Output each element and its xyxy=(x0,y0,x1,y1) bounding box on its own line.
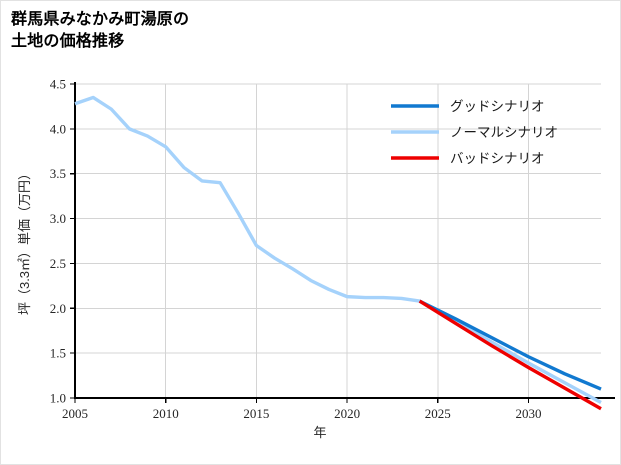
y-tick-label: 1.0 xyxy=(50,391,66,406)
x-tick-labels: 2005 2010 2015 2020 2025 2030 xyxy=(62,406,541,421)
y-tick-label: 3.5 xyxy=(50,166,66,181)
y-tick-labels: 1.0 1.5 2.0 2.5 3.0 3.5 4.0 4.5 xyxy=(50,77,66,406)
x-tick-label: 2025 xyxy=(425,406,451,421)
x-tick-label: 2015 xyxy=(243,406,269,421)
series-line-0 xyxy=(418,299,602,391)
x-tick-label: 2010 xyxy=(153,406,179,421)
legend-label-2: バッドシナリオ xyxy=(450,151,545,166)
y-tick-label: 3.0 xyxy=(50,211,66,226)
y-tick-label: 1.5 xyxy=(50,346,66,361)
y-tick-label: 4.0 xyxy=(50,121,66,136)
page-title: 群馬県みなかみ町湯原の 土地の価格推移 xyxy=(11,11,190,50)
x-axis-title: 年 xyxy=(313,425,326,440)
y-tick-label: 4.5 xyxy=(50,77,66,92)
series-line-1 xyxy=(74,95,602,404)
series-line-2 xyxy=(418,299,602,411)
axis-lines xyxy=(73,82,615,400)
y-tick-label: 2.5 xyxy=(50,256,66,271)
legend-label-0: グッドシナリオ xyxy=(450,99,545,114)
x-tick-label: 2005 xyxy=(62,406,88,421)
y-tick-label: 2.0 xyxy=(50,301,66,316)
legend-label-1: ノーマルシナリオ xyxy=(450,125,558,140)
axis-titles: 年 坪（3.3㎡）単価（万円） xyxy=(17,167,327,440)
data-series xyxy=(74,95,602,411)
x-tick-label: 2020 xyxy=(334,406,360,421)
y-axis-title: 坪（3.3㎡）単価（万円） xyxy=(17,167,32,315)
x-tick-label: 2030 xyxy=(515,406,541,421)
